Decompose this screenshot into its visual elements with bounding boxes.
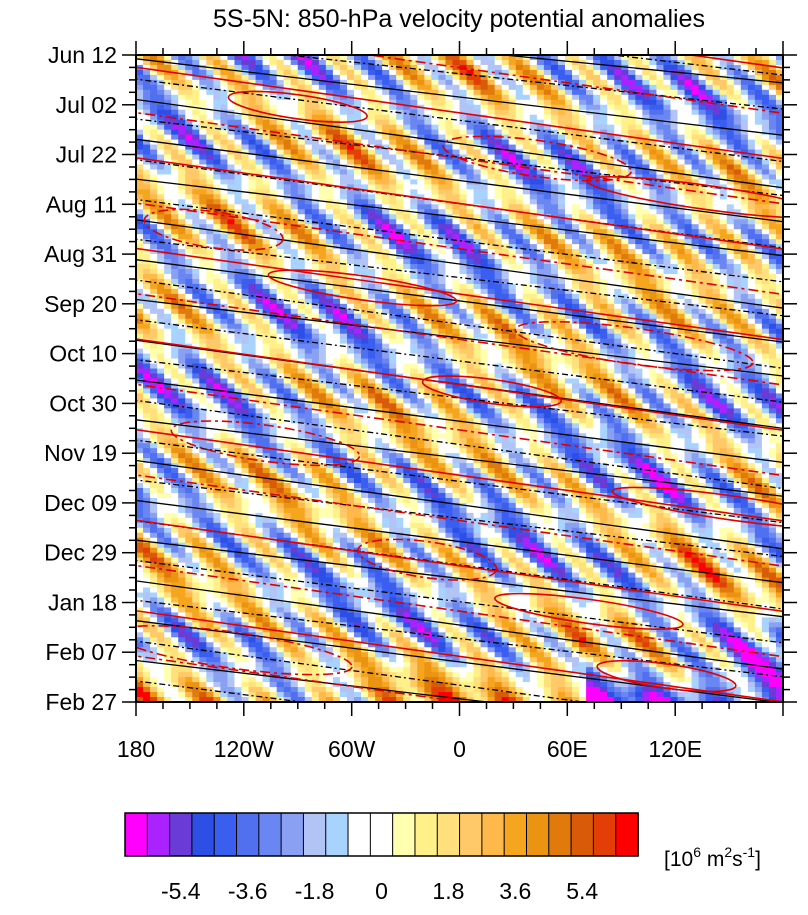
x-tick-label: 0 bbox=[453, 736, 466, 762]
y-tick-label: Jan 18 bbox=[48, 590, 117, 616]
colorbar-swatch bbox=[548, 812, 572, 857]
colorbar-swatch bbox=[459, 812, 483, 857]
colorbar-swatch bbox=[124, 812, 149, 857]
colorbar-swatch bbox=[392, 812, 416, 857]
colorbar-swatch bbox=[525, 812, 550, 857]
colorbar-swatch bbox=[414, 812, 439, 857]
y-tick-label: Feb 07 bbox=[45, 639, 117, 665]
colorbar: -5.4 -3.6 -1.8 0 1.8 3.6 5.4 bbox=[124, 812, 639, 904]
colorbar-swatch bbox=[503, 812, 528, 857]
colorbar-swatch bbox=[436, 812, 461, 857]
colorbar-swatch bbox=[347, 812, 372, 857]
x-axis: 180 120W 60W 0 60E 120E bbox=[117, 41, 784, 762]
colorbar-tick-label: 3.6 bbox=[499, 878, 531, 904]
colorbar-swatch bbox=[570, 812, 595, 857]
colorbar-unit-label: [106 m2s-1] bbox=[664, 844, 761, 871]
colorbar-swatch bbox=[280, 812, 305, 857]
x-tick-label: 60W bbox=[328, 736, 376, 762]
y-tick-label: Dec 09 bbox=[44, 490, 117, 516]
y-tick-label: Aug 31 bbox=[44, 241, 117, 267]
colorbar-tick-label: -3.6 bbox=[228, 878, 268, 904]
colorbar-swatch bbox=[169, 812, 193, 857]
y-tick-label: Aug 11 bbox=[46, 191, 117, 217]
y-tick-label: Jun 12 bbox=[48, 42, 117, 68]
x-tick-label: 180 bbox=[117, 736, 155, 762]
y-axis: Jun 12 Jul 02 Jul 22 Aug 11 Aug 31 Sep 20 Oct … bbox=[44, 42, 797, 715]
y-tick-label: Sep 20 bbox=[44, 291, 117, 317]
colorbar-tick-label: -5.4 bbox=[161, 878, 201, 904]
y-tick-label: Jul 22 bbox=[56, 142, 117, 168]
colorbar-tick-label: 5.4 bbox=[566, 878, 598, 904]
y-tick-label: Feb 27 bbox=[45, 689, 117, 715]
colorbar-swatch bbox=[213, 812, 238, 857]
colorbar-tick-label: -1.8 bbox=[295, 878, 335, 904]
colorbar-swatch bbox=[481, 812, 505, 857]
colorbar-tick-label: 0 bbox=[375, 878, 388, 904]
colorbar-swatch bbox=[369, 812, 394, 857]
x-tick-label: 120E bbox=[648, 736, 702, 762]
x-tick-label: 60E bbox=[547, 736, 588, 762]
colorbar-swatch bbox=[302, 812, 327, 857]
colorbar-swatch bbox=[325, 812, 349, 857]
y-tick-label: Jul 02 bbox=[56, 92, 117, 118]
colorbar-swatch bbox=[146, 812, 171, 857]
y-tick-label: Oct 30 bbox=[49, 390, 117, 416]
colorbar-swatch bbox=[258, 812, 282, 857]
y-tick-label: Dec 29 bbox=[44, 540, 117, 566]
y-tick-label: Nov 19 bbox=[44, 440, 117, 466]
colorbar-swatch bbox=[615, 812, 639, 857]
contour-lines bbox=[136, 55, 783, 702]
x-tick-label: 120W bbox=[214, 736, 274, 762]
colorbar-swatch bbox=[592, 812, 617, 857]
y-tick-label: Oct 10 bbox=[49, 341, 117, 367]
colorbar-tick-label: 1.8 bbox=[432, 878, 464, 904]
colorbar-swatch bbox=[191, 812, 216, 857]
chart-title: 5S-5N: 850-hPa velocity potential anomal… bbox=[213, 5, 705, 33]
colorbar-swatch bbox=[236, 812, 260, 857]
